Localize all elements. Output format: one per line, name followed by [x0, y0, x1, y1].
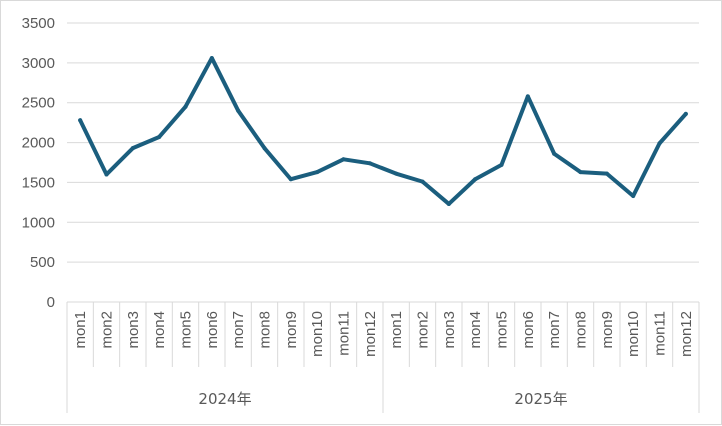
data-point [183, 104, 188, 109]
x-tick-label: mon4 [467, 311, 484, 349]
y-tick-label: 1500 [22, 174, 55, 191]
y-tick-label: 1000 [22, 214, 55, 231]
x-group-label: 2024年 [198, 390, 251, 408]
x-tick-label: mon7 [546, 311, 563, 349]
data-point [394, 171, 399, 176]
data-point [578, 170, 583, 175]
y-tick-label: 3000 [22, 55, 55, 72]
series-line [78, 56, 688, 206]
data-point [367, 161, 372, 166]
x-tick-label: mon8 [573, 311, 590, 349]
category-axis [66, 301, 700, 413]
y-tick-label: 0 [47, 294, 55, 311]
data-point [657, 141, 662, 146]
y-tick-label: 2500 [22, 95, 55, 112]
data-point [499, 162, 504, 167]
data-point [446, 201, 451, 206]
x-tick-label: mon4 [151, 311, 168, 349]
data-point [78, 118, 83, 123]
y-tick-label: 3500 [22, 15, 55, 32]
data-point [315, 170, 320, 175]
data-point [473, 177, 478, 182]
data-point [209, 56, 214, 61]
y-axis-ticks: 0 500 1000 1500 2000 2500 3000 3500 [22, 15, 55, 311]
x-axis-groups: 2024年 2025年 [198, 390, 567, 408]
x-tick-label: mon6 [204, 311, 221, 349]
data-point [525, 94, 530, 99]
data-point [631, 193, 636, 198]
y-tick-label: 500 [30, 254, 55, 271]
data-point [552, 151, 557, 156]
x-tick-label: mon12 [362, 311, 379, 357]
data-point [157, 134, 162, 139]
x-tick-label: mon7 [230, 311, 247, 349]
x-tick-label: mon5 [178, 311, 195, 349]
x-tick-label: mon11 [336, 311, 353, 356]
x-tick-label: mon9 [283, 311, 300, 349]
gridlines [67, 22, 699, 263]
x-tick-label: mon6 [520, 311, 537, 349]
x-tick-label: mon3 [125, 311, 142, 349]
data-point [262, 146, 267, 151]
x-axis-ticks: mon1 mon2 mon3 mon4 mon5 mon6 mon7 mon8 mon9 mon1… [72, 311, 695, 357]
x-tick-label: mon2 [99, 311, 116, 349]
x-group-label: 2025年 [514, 390, 567, 408]
data-point [130, 146, 135, 151]
data-point [288, 177, 293, 182]
x-tick-label: mon12 [678, 311, 695, 357]
data-point [341, 157, 346, 162]
data-point [604, 171, 609, 176]
x-tick-label: mon10 [625, 311, 642, 357]
x-tick-label: mon3 [441, 311, 458, 349]
x-tick-label: mon10 [309, 311, 326, 357]
x-tick-label: mon5 [494, 311, 511, 349]
data-point [420, 179, 425, 184]
x-tick-label: mon1 [72, 311, 89, 349]
x-tick-label: mon1 [388, 311, 405, 349]
x-tick-label: mon11 [652, 311, 669, 356]
x-tick-label: mon9 [599, 311, 616, 349]
data-point [104, 172, 109, 177]
y-tick-label: 2000 [22, 135, 55, 152]
series-layer [78, 56, 688, 206]
x-tick-label: mon8 [257, 311, 274, 349]
x-tick-label: mon2 [415, 311, 432, 349]
data-point [236, 108, 241, 113]
data-point [683, 111, 688, 116]
